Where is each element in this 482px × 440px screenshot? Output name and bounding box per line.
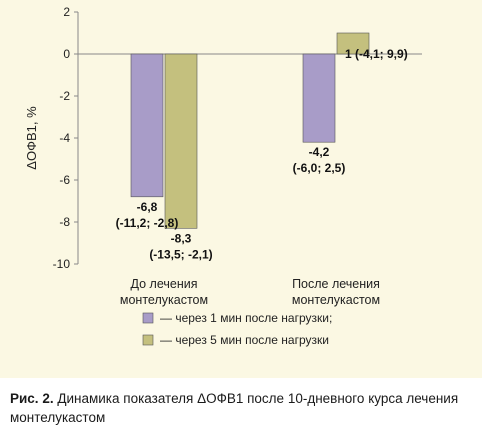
y-tick-label: 2 (63, 5, 70, 19)
legend-swatch (142, 334, 154, 346)
bar-series-2 (164, 53, 198, 229)
category-label: До лечения (131, 277, 198, 291)
data-label: (-6,0; 2,5) (293, 161, 346, 175)
legend-label: — через 1 мин после нагрузки; (160, 311, 332, 325)
legend-label: — через 5 мин после нагрузки (160, 333, 329, 347)
y-tick-label: -10 (53, 257, 71, 271)
bars-layer (130, 32, 370, 229)
data-label: (-13,5; -2,1) (149, 247, 212, 261)
figure-caption: Рис. 2. Динамика показателя ΔОФВ1 после … (10, 389, 474, 427)
caption-prefix: Рис. 2. (10, 391, 54, 406)
data-label: (-11,2; -2,8) (116, 216, 179, 230)
legend: — через 1 мин после нагрузки; — через 5 м… (142, 311, 332, 347)
y-tick-label: -6 (59, 173, 70, 187)
data-label: -6,8 (137, 200, 158, 214)
y-tick-label: 0 (63, 47, 70, 61)
bar-series-2 (336, 32, 370, 55)
y-tick-label: -2 (59, 89, 70, 103)
category-label: монтелукастом (292, 293, 380, 307)
data-labels-layer: -6,8 (-11,2; -2,8)-8,3 (-13,5; -2,1) -4,2 (-… (116, 47, 408, 261)
data-label: -4,2 (309, 145, 330, 159)
y-tick-label: -4 (59, 131, 70, 145)
data-label: -8,3 (171, 231, 192, 245)
data-label: 1 (-4,1; 9,9) (345, 47, 408, 61)
bar-chart: 2 0 -2 -4 -6 -8 -10 ΔОФВ1, % До лечения монтелука… (24, 5, 422, 347)
caption-text: Динамика показателя ΔОФВ1 после 10-дневн… (10, 391, 459, 425)
chart-panel: 2 0 -2 -4 -6 -8 -10 ΔОФВ1, % До лечения монтелука… (0, 0, 482, 378)
bar-series-1 (130, 53, 164, 198)
bar-series-1 (302, 53, 336, 143)
category-label: монтелукастом (120, 293, 208, 307)
legend-swatch (142, 312, 154, 324)
y-tick-label: -8 (59, 215, 70, 229)
y-axis-title: ΔОФВ1, % (24, 106, 39, 170)
category-label: После лечения (292, 277, 380, 291)
